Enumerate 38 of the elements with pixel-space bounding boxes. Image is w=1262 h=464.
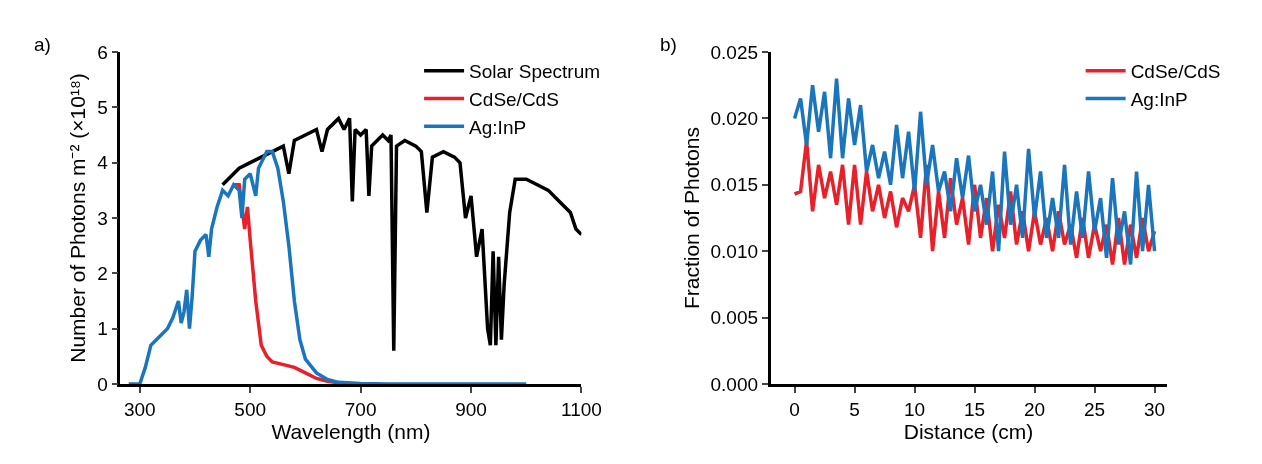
line-series bbox=[127, 149, 528, 384]
y-tick-label: 3 bbox=[97, 207, 108, 229]
x-tick-label: 1100 bbox=[561, 398, 602, 420]
x-tick-label: 25 bbox=[1083, 398, 1106, 420]
y-tick-label: 6 bbox=[97, 41, 108, 63]
y-tick-label: 0.020 bbox=[710, 108, 759, 130]
x-tick-label: 0 bbox=[789, 398, 800, 420]
x-tick-label: 900 bbox=[455, 398, 487, 420]
x-tick-label: 300 bbox=[123, 398, 156, 420]
x-tick-label: 5 bbox=[849, 398, 860, 420]
x-axis-title: Wavelength (nm) bbox=[271, 419, 431, 443]
text: b) bbox=[660, 34, 677, 55]
y-tick-label: 0.025 bbox=[710, 41, 759, 63]
line-series bbox=[220, 116, 582, 353]
legend-label: CdSe/CdS bbox=[1130, 61, 1221, 83]
y-tick-label: 1 bbox=[97, 318, 108, 340]
y-tick-label: 0 bbox=[97, 373, 108, 395]
text: a) bbox=[34, 34, 51, 55]
y-tick-label: 0.010 bbox=[710, 240, 759, 262]
legend-label: Ag:InP bbox=[469, 116, 527, 138]
y-axis-title: Fraction of Photons bbox=[679, 126, 703, 310]
y-tick-label: 0.005 bbox=[710, 307, 759, 329]
x-tick-label: 15 bbox=[963, 398, 986, 420]
y-tick-label: 0.015 bbox=[710, 174, 759, 196]
y-tick-label: 0.000 bbox=[710, 373, 759, 395]
legend-label: Ag:InP bbox=[1130, 88, 1188, 110]
x-tick-label: 500 bbox=[234, 398, 267, 420]
y-tick-label: 4 bbox=[97, 152, 109, 174]
x-tick-label: 20 bbox=[1023, 398, 1046, 420]
x-tick-label: 700 bbox=[344, 398, 377, 420]
legend-label: Solar Spectrum bbox=[469, 61, 601, 83]
legend-label: CdSe/CdS bbox=[469, 88, 559, 110]
y-tick-label: 5 bbox=[97, 96, 108, 118]
y-axis-title: Number of Photons m⁻² (×10¹⁸) bbox=[66, 73, 90, 363]
y-tick-label: 2 bbox=[97, 262, 108, 284]
x-axis-title: Distance (cm) bbox=[903, 419, 1034, 443]
x-tick-label: 30 bbox=[1143, 398, 1166, 420]
x-tick-label: 10 bbox=[903, 398, 926, 420]
